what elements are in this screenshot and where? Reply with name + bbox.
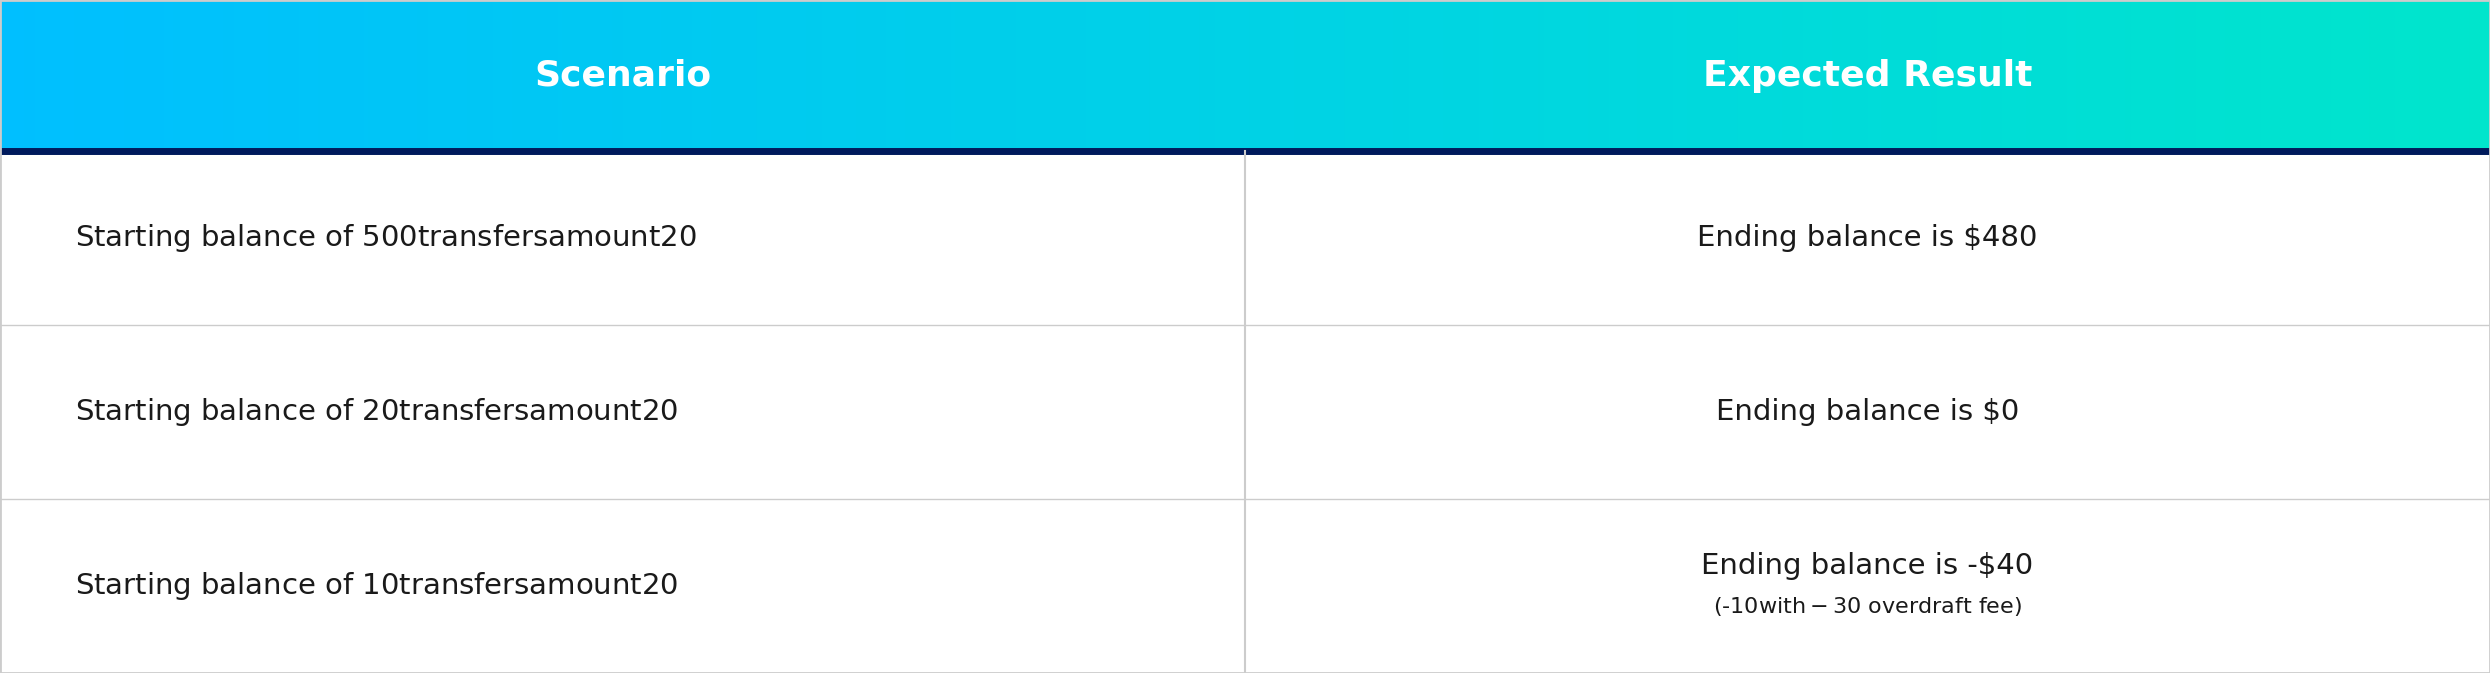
- Text: Expected Result: Expected Result: [1703, 59, 2032, 93]
- Text: Ending balance is $0: Ending balance is $0: [1716, 398, 2019, 426]
- Text: (-$10 with -$30 overdraft fee): (-$10 with -$30 overdraft fee): [1713, 595, 2022, 618]
- Text: Starting balance of $20 transfers amount $20: Starting balance of $20 transfers amount…: [75, 396, 677, 428]
- Text: Ending balance is $480: Ending balance is $480: [1698, 224, 2037, 252]
- Text: Starting balance of $500 transfers amount $20: Starting balance of $500 transfers amoun…: [75, 222, 697, 254]
- Text: Starting balance of $10 transfers amount $20: Starting balance of $10 transfers amount…: [75, 570, 677, 602]
- Text: Ending balance is -$40: Ending balance is -$40: [1701, 552, 2034, 580]
- Text: Scenario: Scenario: [533, 59, 712, 93]
